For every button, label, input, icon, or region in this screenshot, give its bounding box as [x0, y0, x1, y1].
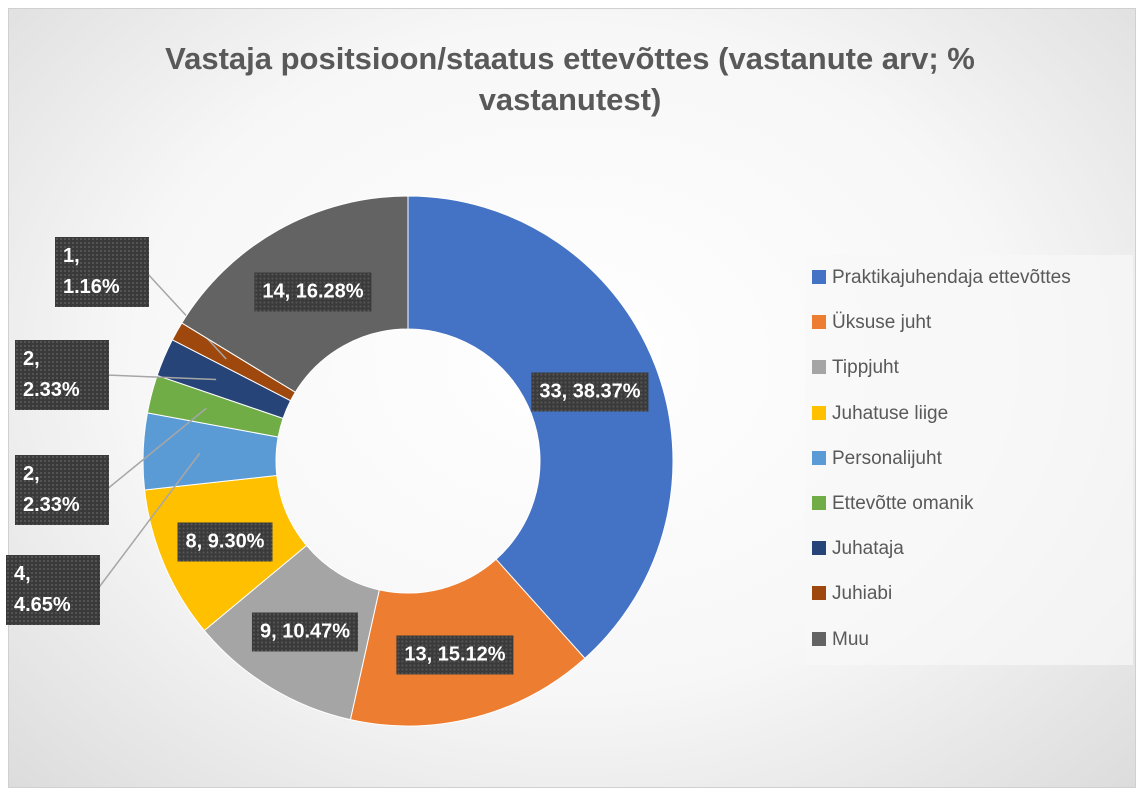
legend-swatch — [812, 315, 826, 330]
legend-swatch — [812, 586, 826, 601]
legend-item: Tippjuht — [812, 357, 899, 379]
data-label: 9, 10.47% — [251, 612, 359, 652]
legend-item: Ettevõtte omanik — [812, 493, 974, 515]
data-label: 13, 15.12% — [396, 635, 514, 675]
legend-item: Praktikajuhendaja ettevõttes — [812, 267, 1071, 289]
legend-label: Praktikajuhendaja ettevõttes — [832, 267, 1071, 288]
data-label: 14, 16.28% — [254, 272, 372, 312]
legend-label: Üksuse juht — [832, 312, 932, 334]
legend-label: Juhataja — [832, 538, 904, 560]
legend-swatch — [812, 496, 826, 510]
legend-item: Üksuse juht — [812, 312, 931, 334]
legend-box — [805, 255, 1133, 665]
legend-swatch — [812, 450, 826, 465]
legend-swatch — [812, 541, 826, 556]
legend-item: Personalijuht — [812, 448, 942, 470]
data-label: 2, 2.33% — [15, 340, 109, 410]
legend-item: Juhataja — [812, 538, 904, 560]
legend-item: Muu — [812, 629, 869, 651]
data-label: 4, 4.65% — [6, 555, 100, 625]
legend-label: Juhiabi — [832, 583, 893, 605]
data-label: 8, 9.30% — [177, 522, 273, 562]
legend-swatch — [812, 360, 826, 375]
donut-slice — [407, 195, 674, 660]
legend-label: Muu — [832, 628, 869, 650]
legend-label: Juhatuse liige — [832, 402, 949, 424]
legend-swatch — [812, 631, 826, 646]
data-label: 2, 2.33% — [15, 455, 109, 525]
legend-item: Juhiabi — [812, 583, 892, 605]
leader-line — [105, 407, 207, 491]
legend-swatch — [812, 270, 826, 284]
legend-label: Ettevõtte omanik — [832, 493, 974, 514]
legend-label: Personalijuht — [832, 447, 942, 469]
leader-line — [96, 452, 201, 591]
leader-line — [105, 374, 217, 381]
legend-swatch — [812, 405, 826, 420]
legend-label: Tippjuht — [832, 357, 899, 379]
chart-title: Vastaja positsioon/staatus ettevõttes (v… — [165, 41, 975, 117]
legend-item: Juhatuse liige — [812, 403, 948, 425]
data-label: 1, 1.16% — [55, 237, 149, 307]
data-label: 33, 38.37% — [531, 372, 649, 412]
